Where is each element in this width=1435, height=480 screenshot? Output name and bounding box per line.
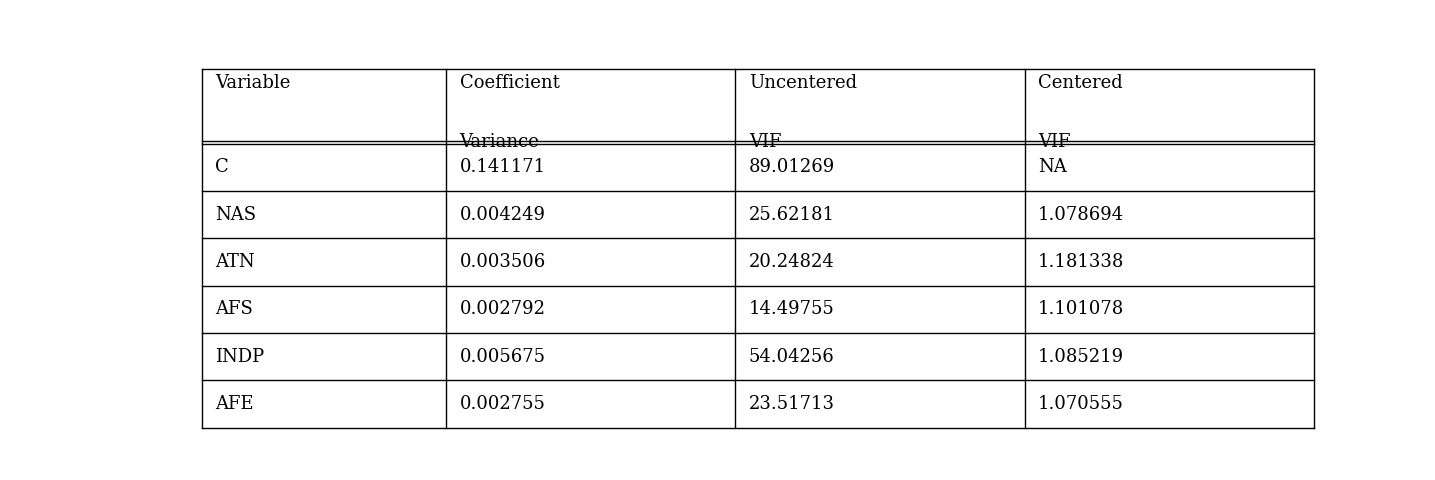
Text: ATN: ATN	[215, 253, 254, 271]
Text: Variable: Variable	[215, 74, 290, 92]
Text: 0.003506: 0.003506	[459, 253, 545, 271]
Text: 14.49755: 14.49755	[749, 300, 835, 318]
Text: 1.070555: 1.070555	[1038, 395, 1124, 413]
Text: 0.002792: 0.002792	[459, 300, 545, 318]
Text: 89.01269: 89.01269	[749, 158, 835, 176]
Text: Coefficient

Variance: Coefficient Variance	[459, 74, 560, 151]
Text: INDP: INDP	[215, 348, 264, 366]
Text: 1.181338: 1.181338	[1038, 253, 1124, 271]
Text: AFS: AFS	[215, 300, 253, 318]
Text: AFE: AFE	[215, 395, 254, 413]
Text: 25.62181: 25.62181	[749, 206, 835, 224]
Text: 0.005675: 0.005675	[459, 348, 545, 366]
Text: NAS: NAS	[215, 206, 255, 224]
Text: 54.04256: 54.04256	[749, 348, 835, 366]
Text: 20.24824: 20.24824	[749, 253, 835, 271]
Text: 23.51713: 23.51713	[749, 395, 835, 413]
Text: C: C	[215, 158, 228, 176]
Text: 1.085219: 1.085219	[1038, 348, 1124, 366]
Text: Uncentered

VIF: Uncentered VIF	[749, 74, 857, 151]
Text: Centered

VIF: Centered VIF	[1038, 74, 1122, 151]
Text: 1.101078: 1.101078	[1038, 300, 1124, 318]
Text: 0.002755: 0.002755	[459, 395, 545, 413]
Text: 0.004249: 0.004249	[459, 206, 545, 224]
Text: 1.078694: 1.078694	[1038, 206, 1124, 224]
Text: 0.141171: 0.141171	[459, 158, 545, 176]
Text: NA: NA	[1038, 158, 1066, 176]
